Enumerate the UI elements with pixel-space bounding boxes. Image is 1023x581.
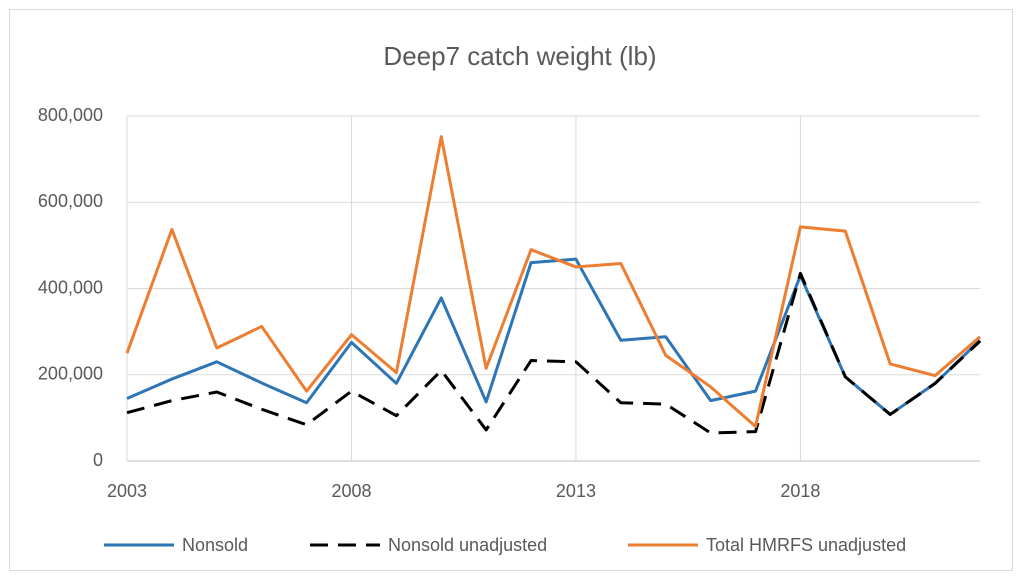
- chart-border: [9, 9, 1013, 571]
- data-line: [125, 135, 981, 428]
- y-tick-label: 800,000: [38, 105, 103, 125]
- legend-label: Nonsold unadjusted: [388, 535, 547, 555]
- y-tick-label: 0: [93, 450, 103, 470]
- legend-label: Total HMRFS unadjusted: [706, 535, 906, 555]
- chart-title: Deep7 catch weight (lb): [383, 41, 656, 71]
- y-tick-label: 600,000: [38, 191, 103, 211]
- legend-label: Nonsold: [182, 535, 248, 555]
- data-line: [126, 271, 982, 435]
- x-tick-label: 2003: [107, 481, 147, 501]
- y-tick-label: 200,000: [38, 364, 103, 384]
- x-tick-label: 2013: [556, 481, 596, 501]
- x-tick-label: 2008: [331, 481, 371, 501]
- y-tick-label: 400,000: [38, 277, 103, 297]
- x-tick-label: 2018: [780, 481, 820, 501]
